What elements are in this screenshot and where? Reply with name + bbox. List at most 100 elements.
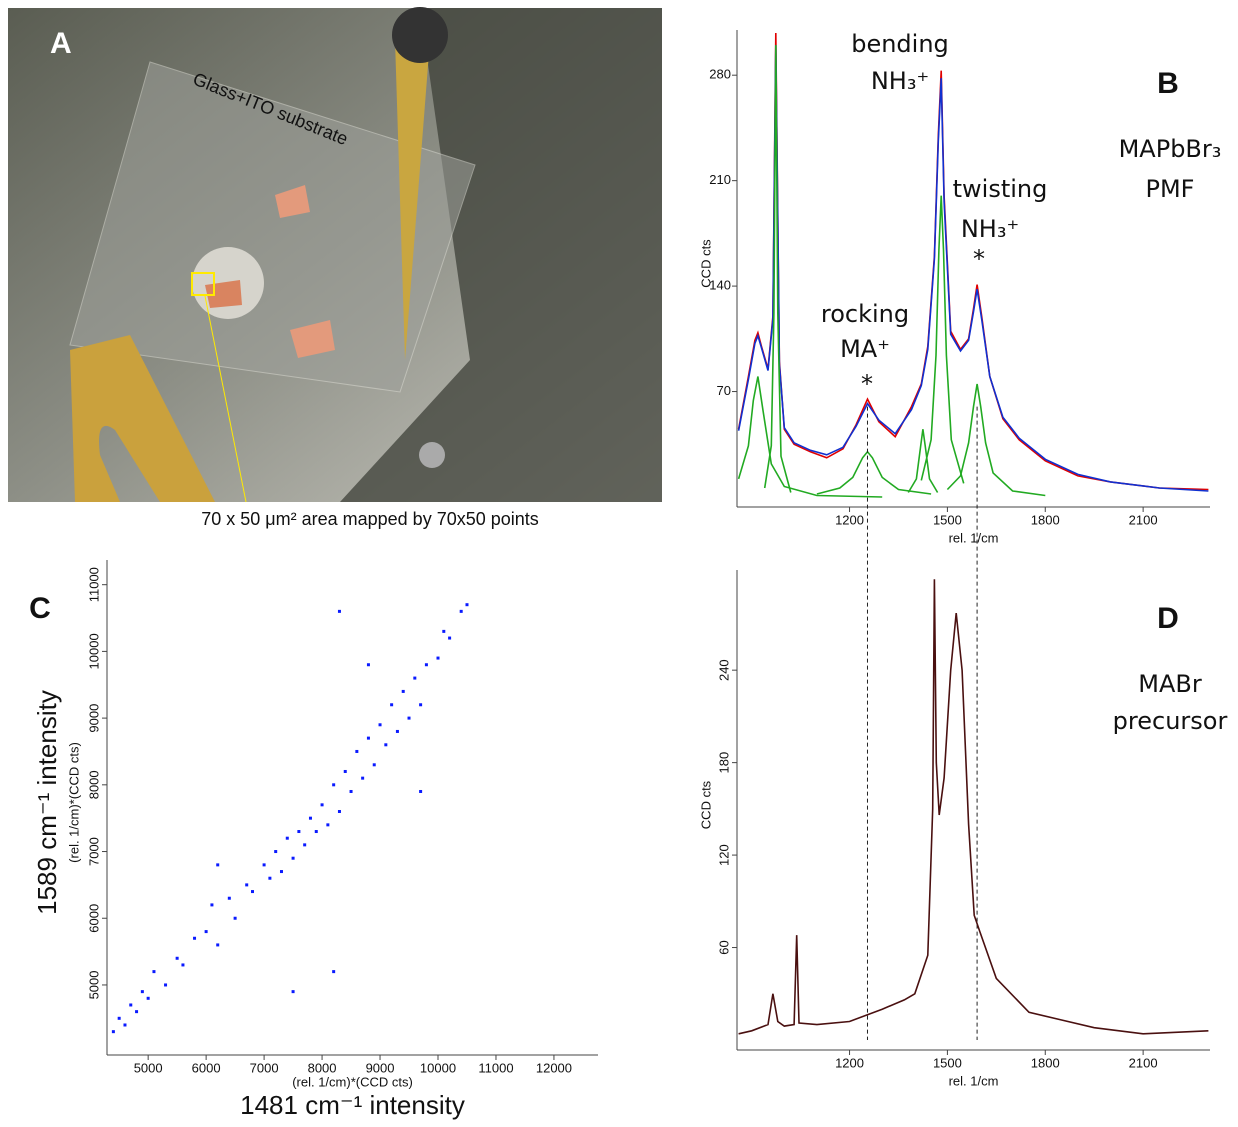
point <box>326 823 330 827</box>
x-tick-label: 1800 <box>1031 1055 1060 1070</box>
point <box>216 943 220 947</box>
x-tick-label: 1800 <box>1031 512 1060 527</box>
point <box>262 863 266 867</box>
point <box>175 956 179 960</box>
point <box>303 843 307 847</box>
annotation: MA⁺ <box>840 335 890 363</box>
point <box>227 896 231 900</box>
annotation: NH₃⁺ <box>871 67 929 95</box>
pointer <box>204 295 247 503</box>
x-tick-label: 5000 <box>134 1060 163 1075</box>
point <box>343 769 347 773</box>
point <box>204 930 208 934</box>
point <box>390 703 394 707</box>
point <box>233 916 237 920</box>
point <box>401 689 405 693</box>
point <box>337 810 341 814</box>
y-axis-label: CCD cts <box>698 780 713 829</box>
point <box>291 856 295 860</box>
point <box>210 903 214 907</box>
crystal <box>275 185 310 218</box>
y-unit: (rel. 1/cm)*(CCD cts) <box>66 742 81 863</box>
point <box>349 789 353 793</box>
point <box>123 1023 127 1027</box>
x-axis-label: 1481 cm⁻¹ intensity <box>240 1090 465 1120</box>
x-unit: (rel. 1/cm)*(CCD cts) <box>292 1074 413 1089</box>
panel-label: B <box>1157 67 1179 100</box>
y-tick-label: 10000 <box>86 633 101 669</box>
method-label: precursor <box>1113 707 1228 735</box>
point <box>251 890 255 894</box>
spectrum <box>738 579 1209 1035</box>
point <box>436 656 440 660</box>
point <box>274 850 278 854</box>
point <box>366 663 370 667</box>
x-tick-label: 6000 <box>192 1060 221 1075</box>
point <box>337 609 341 613</box>
annotation: bending <box>851 30 949 58</box>
point <box>117 1016 121 1020</box>
y-tick-label: 70 <box>717 383 731 398</box>
spectrum <box>816 450 932 495</box>
crystal <box>290 320 335 358</box>
point <box>193 936 197 940</box>
point <box>378 723 382 727</box>
hole <box>419 442 445 468</box>
annotation: twisting <box>953 175 1048 203</box>
point <box>384 743 388 747</box>
point <box>419 703 423 707</box>
panel-label: D <box>1157 602 1179 635</box>
point <box>140 990 144 994</box>
spectrum <box>737 376 883 498</box>
point <box>285 836 289 840</box>
point <box>361 776 365 780</box>
point <box>413 676 417 680</box>
sample-label: MABr <box>1138 670 1202 698</box>
sample-label: MAPbBr₃ <box>1119 135 1222 163</box>
point <box>366 736 370 740</box>
map-area <box>191 272 215 296</box>
point <box>442 629 446 633</box>
annotation: NH₃⁺ <box>961 215 1019 243</box>
x-tick-label: 7000 <box>250 1060 279 1075</box>
annotation: * <box>861 370 873 398</box>
y-tick-label: 180 <box>716 752 731 774</box>
point <box>135 1010 139 1014</box>
point <box>314 830 318 834</box>
x-tick-label: 2100 <box>1129 1055 1158 1070</box>
spectrum <box>920 195 965 484</box>
x-tick-label: 10000 <box>420 1060 456 1075</box>
y-tick-label: 120 <box>716 844 731 866</box>
point <box>111 1030 115 1034</box>
glass <box>69 61 476 393</box>
y-tick-label: 11000 <box>86 567 101 602</box>
point <box>332 783 336 787</box>
point <box>448 636 452 640</box>
y-tick-label: 9000 <box>86 704 101 733</box>
point <box>424 663 428 667</box>
y-tick-label: 60 <box>716 940 731 954</box>
point <box>465 603 469 607</box>
x-axis-label: rel. 1/cm <box>949 1073 999 1088</box>
annotation: rocking <box>821 300 909 328</box>
spectrum <box>763 45 792 493</box>
point <box>164 983 168 987</box>
point <box>297 830 301 834</box>
point <box>279 870 283 874</box>
x-tick-label: 12000 <box>536 1060 572 1075</box>
panel-label: A <box>50 27 72 60</box>
y-tick-label: 140 <box>709 278 731 293</box>
y-tick-label: 5000 <box>86 970 101 999</box>
screw <box>392 7 448 63</box>
clip <box>395 40 430 360</box>
point <box>355 749 359 753</box>
y-tick-label: 7000 <box>86 837 101 866</box>
point <box>245 883 249 887</box>
photo: A Glass+ITO substrate 70 x 50 μm² area m… <box>8 7 662 529</box>
point <box>152 970 156 974</box>
x-tick-label: 2100 <box>1129 512 1158 527</box>
x-tick-label: 1200 <box>835 512 864 527</box>
point <box>268 876 272 880</box>
annotation: * <box>973 245 985 273</box>
